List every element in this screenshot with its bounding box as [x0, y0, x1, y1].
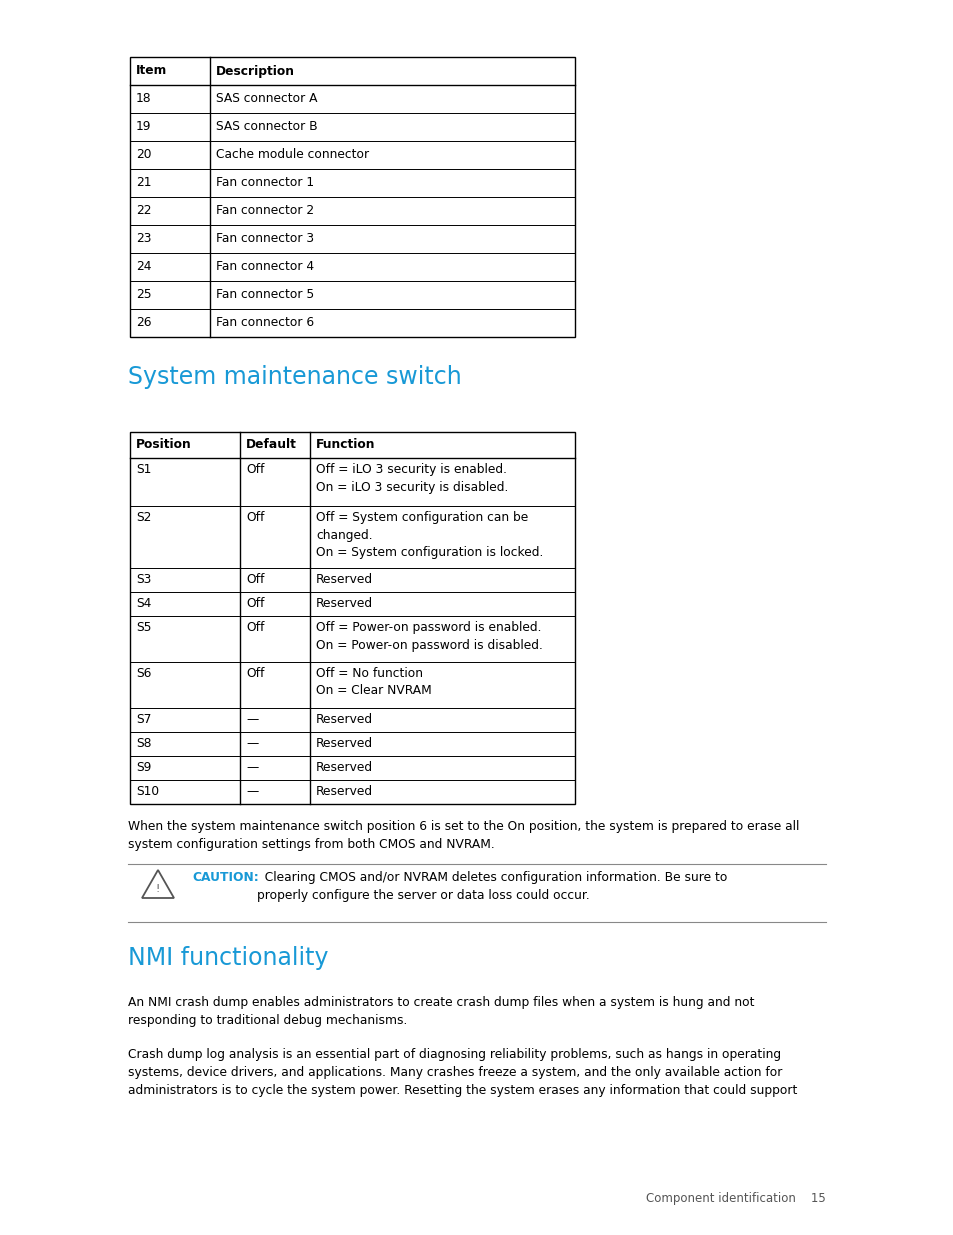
Text: S3: S3 — [136, 573, 152, 585]
Text: 20: 20 — [136, 148, 152, 162]
Text: S4: S4 — [136, 597, 152, 610]
Text: Off: Off — [246, 463, 264, 475]
Text: Reserved: Reserved — [315, 785, 373, 798]
Text: Off: Off — [246, 511, 264, 524]
Text: !: ! — [155, 884, 160, 894]
Text: —: — — [246, 785, 258, 798]
Text: Off: Off — [246, 573, 264, 585]
Text: System maintenance switch: System maintenance switch — [128, 366, 461, 389]
Text: S5: S5 — [136, 621, 152, 634]
Text: 22: 22 — [136, 205, 152, 217]
Text: 24: 24 — [136, 261, 152, 273]
Text: S7: S7 — [136, 713, 152, 726]
Text: 23: 23 — [136, 232, 152, 246]
Text: Reserved: Reserved — [315, 713, 373, 726]
Text: Off = System configuration can be
changed.
On = System configuration is locked.: Off = System configuration can be change… — [315, 511, 543, 559]
Bar — [130, 57, 575, 337]
Text: Off = iLO 3 security is enabled.
On = iLO 3 security is disabled.: Off = iLO 3 security is enabled. On = iL… — [315, 463, 508, 494]
Text: S10: S10 — [136, 785, 159, 798]
Text: 18: 18 — [136, 93, 152, 105]
Text: —: — — [246, 713, 258, 726]
Text: NMI functionality: NMI functionality — [128, 946, 328, 969]
Text: Reserved: Reserved — [315, 573, 373, 585]
Text: Off: Off — [246, 597, 264, 610]
Text: Fan connector 2: Fan connector 2 — [215, 205, 314, 217]
Bar — [130, 432, 575, 804]
Text: Fan connector 4: Fan connector 4 — [215, 261, 314, 273]
Text: Fan connector 3: Fan connector 3 — [215, 232, 314, 246]
Text: SAS connector B: SAS connector B — [215, 121, 317, 133]
Text: CAUTION:: CAUTION: — [192, 871, 258, 884]
Text: Off: Off — [246, 667, 264, 680]
Text: Crash dump log analysis is an essential part of diagnosing reliability problems,: Crash dump log analysis is an essential … — [128, 1049, 797, 1097]
Text: 19: 19 — [136, 121, 152, 133]
Text: Component identification    15: Component identification 15 — [645, 1192, 825, 1205]
Text: Clearing CMOS and/or NVRAM deletes configuration information. Be sure to
properl: Clearing CMOS and/or NVRAM deletes confi… — [256, 871, 726, 902]
Text: An NMI crash dump enables administrators to create crash dump files when a syste: An NMI crash dump enables administrators… — [128, 995, 754, 1028]
Text: Fan connector 5: Fan connector 5 — [215, 289, 314, 301]
Text: Function: Function — [315, 438, 375, 452]
Text: S2: S2 — [136, 511, 152, 524]
Text: Reserved: Reserved — [315, 737, 373, 750]
Text: S8: S8 — [136, 737, 152, 750]
Text: Position: Position — [136, 438, 192, 452]
Text: S9: S9 — [136, 761, 152, 774]
Text: Fan connector 1: Fan connector 1 — [215, 177, 314, 189]
Text: Off = No function
On = Clear NVRAM: Off = No function On = Clear NVRAM — [315, 667, 432, 698]
Text: 26: 26 — [136, 316, 152, 330]
Text: 25: 25 — [136, 289, 152, 301]
Text: —: — — [246, 737, 258, 750]
Text: Item: Item — [136, 64, 167, 78]
Text: Off = Power-on password is enabled.
On = Power-on password is disabled.: Off = Power-on password is enabled. On =… — [315, 621, 542, 652]
Text: When the system maintenance switch position 6 is set to the On position, the sys: When the system maintenance switch posit… — [128, 820, 799, 851]
Text: Reserved: Reserved — [315, 597, 373, 610]
Text: S6: S6 — [136, 667, 152, 680]
Text: Fan connector 6: Fan connector 6 — [215, 316, 314, 330]
Text: SAS connector A: SAS connector A — [215, 93, 317, 105]
Text: Reserved: Reserved — [315, 761, 373, 774]
Text: Default: Default — [246, 438, 296, 452]
Text: Cache module connector: Cache module connector — [215, 148, 369, 162]
Text: Off: Off — [246, 621, 264, 634]
Text: S1: S1 — [136, 463, 152, 475]
Text: 21: 21 — [136, 177, 152, 189]
Text: Description: Description — [215, 64, 294, 78]
Text: —: — — [246, 761, 258, 774]
